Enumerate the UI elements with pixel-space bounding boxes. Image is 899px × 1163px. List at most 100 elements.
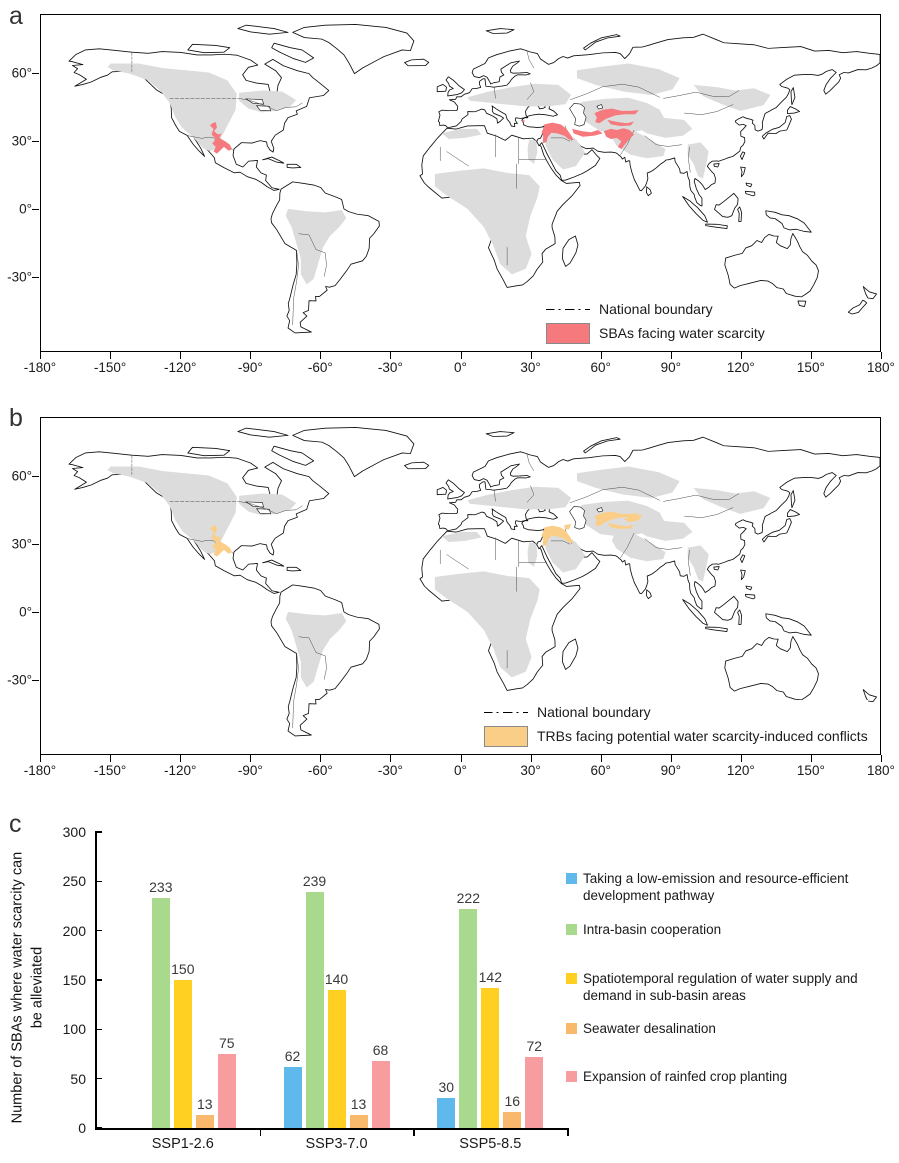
- lon-tick-label: 30°: [520, 763, 541, 778]
- legend-item-1: Intra-basin cooperation: [566, 921, 888, 938]
- legend-item-3: Seawater desalination: [566, 1020, 888, 1037]
- lon-tick: [810, 755, 812, 762]
- lon-tick-label: 90°: [660, 360, 682, 375]
- y-tick-label: 100: [62, 1021, 86, 1038]
- bar-value-label: 233: [149, 879, 173, 896]
- lon-tick: [320, 755, 322, 762]
- y-tick-label: 300: [62, 824, 86, 840]
- lon-tick-label: 180°: [867, 763, 895, 778]
- lon-tick: [320, 352, 322, 359]
- lon-tick-label: -120°: [163, 763, 197, 778]
- lat-tick: [32, 277, 39, 279]
- legend-swatch-icon: [566, 972, 577, 984]
- legend-row-area: SBAs facing water scarcity: [546, 321, 765, 345]
- bar-0-4: [217, 1054, 236, 1128]
- legend-item-4: Expansion of rainfed crop planting: [566, 1068, 888, 1085]
- bar-2-3: [503, 1112, 522, 1128]
- bar-value-label: 13: [197, 1096, 213, 1113]
- chart-y-axis: [95, 832, 97, 1130]
- bar-value-label: 68: [372, 1041, 389, 1058]
- boundary-line-icon: [546, 308, 590, 310]
- sba-area-label: SBAs facing water scarcity: [599, 325, 765, 341]
- lon-tick-label: -150°: [93, 763, 127, 778]
- legend-swatch-icon: [566, 1023, 577, 1035]
- chart-legend: Taking a low-emission and resource-effic…: [566, 870, 888, 1085]
- x-tick: [567, 1128, 569, 1136]
- chart-x-axis: [95, 1128, 569, 1130]
- lon-tick: [810, 352, 812, 359]
- boundary-label: National boundary: [537, 704, 651, 720]
- bar-0-2: [173, 980, 192, 1128]
- lon-tick: [460, 755, 462, 762]
- lon-tick: [180, 755, 182, 762]
- lon-tick-label: -180°: [23, 360, 57, 375]
- x-tick: [413, 1128, 415, 1136]
- x-tick: [259, 1128, 262, 1136]
- world-map-b: National boundary TRBs facing potential …: [40, 417, 881, 755]
- lon-tick: [530, 352, 532, 359]
- lon-tick: [600, 755, 602, 762]
- lat-tick: [32, 73, 39, 74]
- lat-tick: [32, 544, 39, 545]
- bar-1-1: [305, 892, 324, 1128]
- lon-tick-label: 0°: [454, 360, 467, 375]
- y-tick: [95, 1077, 102, 1080]
- y-tick: [95, 880, 102, 883]
- lon-tick-label: -90°: [237, 763, 263, 778]
- lon-tick: [40, 755, 41, 762]
- lon-tick-label: -120°: [163, 360, 197, 375]
- lat-tick: [32, 476, 39, 477]
- bar-1-3: [349, 1115, 368, 1128]
- legend-swatch-icon: [566, 1070, 577, 1082]
- lon-tick-label: -180°: [23, 763, 57, 778]
- lon-tick-label: -90°: [237, 360, 263, 375]
- y-tick: [95, 979, 102, 981]
- map-panel-a: National boundary SBAs facing water scar…: [7, 14, 895, 375]
- legend-item-0: Taking a low-emission and resource-effic…: [566, 870, 888, 905]
- y-tick-label: 250: [62, 873, 86, 890]
- bar-value-label: 72: [526, 1038, 543, 1054]
- bar-0-3: [195, 1115, 214, 1128]
- lon-tick: [740, 755, 742, 762]
- y-tick: [95, 831, 102, 833]
- bar-1-4: [371, 1060, 390, 1128]
- bar-1-2: [327, 989, 346, 1128]
- lon-tick-label: -30°: [377, 360, 403, 375]
- lon-tick-label: -30°: [377, 763, 403, 778]
- legend-row-boundary: National boundary: [484, 700, 868, 724]
- bar-2-2: [481, 987, 500, 1128]
- lon-tick-label: 180°: [867, 360, 895, 375]
- lon-tick-label: 120°: [726, 360, 755, 375]
- map-panel-b: National boundary TRBs facing potential …: [7, 417, 895, 778]
- lat-tick-label: 30°: [11, 536, 32, 552]
- bar-value-label: 150: [171, 961, 195, 977]
- lat-tick-label: 0°: [19, 604, 32, 620]
- bar-value-label: 140: [324, 970, 349, 987]
- lon-tick-label: -150°: [93, 360, 127, 375]
- bar-value-label: 62: [284, 1047, 301, 1064]
- lon-tick-label: 150°: [796, 763, 825, 778]
- legend-item-2: Spatiotemporal regulation of water suppl…: [566, 970, 888, 1005]
- trb-swatch-icon: [484, 725, 528, 747]
- legend-row-boundary: National boundary: [546, 297, 765, 321]
- map-b-legend: National boundary TRBs facing potential …: [484, 700, 868, 748]
- bar-value-label: 239: [302, 873, 327, 890]
- bar-value-label: 16: [504, 1093, 521, 1110]
- bar-2-4: [525, 1057, 544, 1128]
- lon-tick: [460, 352, 462, 359]
- trb-area-label: TRBs facing potential water scarcity-ind…: [537, 728, 868, 744]
- legend-row-area: TRBs facing potential water scarcity-ind…: [484, 724, 868, 748]
- bar-0-1: [151, 898, 170, 1128]
- lon-tick: [40, 352, 41, 359]
- y-tick: [95, 929, 102, 932]
- y-tick-label: 150: [62, 972, 86, 988]
- lon-tick: [110, 755, 112, 762]
- lon-tick-label: -60°: [307, 763, 333, 778]
- boundary-line-icon: [484, 711, 528, 713]
- lon-tick: [390, 755, 392, 762]
- y-tick-label: 50: [70, 1070, 86, 1087]
- lat-tick: [32, 209, 39, 211]
- lon-tick-label: 0°: [454, 763, 467, 778]
- lon-tick: [530, 755, 532, 762]
